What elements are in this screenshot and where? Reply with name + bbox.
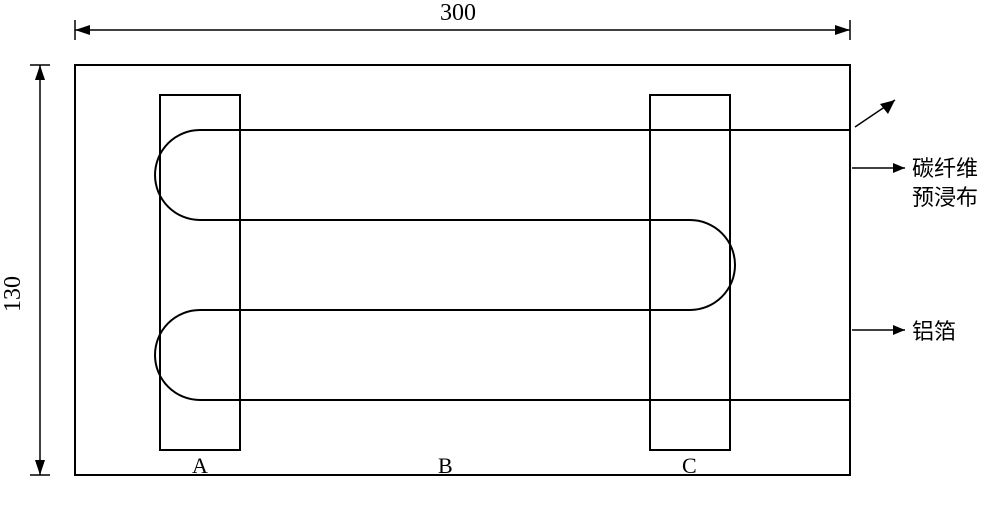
serpentine-wire: [155, 130, 850, 400]
diagram-svg: [0, 0, 1000, 511]
diagram-container: 300 130 碳纤维 预浸布 铝箔 A B C: [0, 0, 1000, 511]
arrow-prepreg-label: [852, 163, 905, 173]
foil-rect-left: [160, 95, 240, 450]
foil-rect-right: [650, 95, 730, 450]
section-label-b: B: [438, 453, 453, 479]
prepreg-line2: 预浸布: [912, 185, 978, 210]
arrow-wire-exit: [855, 100, 895, 127]
width-dimension-label: 300: [440, 0, 476, 27]
arrow-foil-label: [852, 325, 905, 335]
height-dimension-label: 130: [0, 276, 27, 312]
prepreg-line1: 碳纤维: [912, 156, 978, 181]
foil-annotation: 铝箔: [912, 318, 956, 347]
prepreg-annotation: 碳纤维 预浸布: [912, 155, 978, 212]
section-label-a: A: [192, 453, 208, 479]
vertical-dimension: [30, 65, 50, 475]
section-label-c: C: [682, 453, 697, 479]
